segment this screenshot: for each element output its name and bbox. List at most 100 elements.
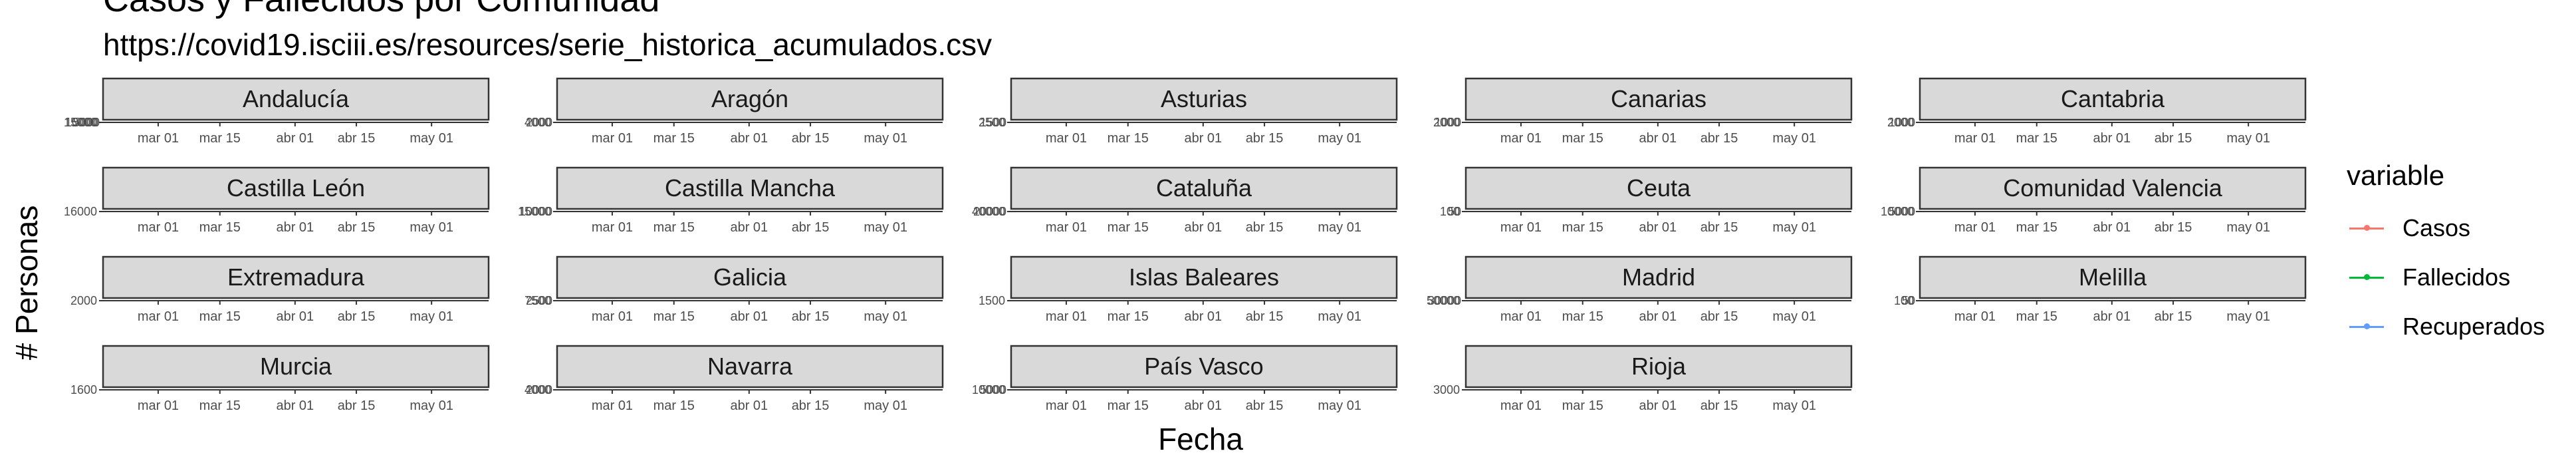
legend-item: Fallecidos xyxy=(2347,253,2545,302)
legend-key xyxy=(2347,257,2387,297)
x-tick-label: may 01 xyxy=(1772,220,1816,235)
facet-strip-label: Murcia xyxy=(260,353,332,380)
x-tick-label: abr 01 xyxy=(1184,309,1222,324)
x-tick-label: abr 01 xyxy=(2093,131,2131,146)
facet-strip-label: Madrid xyxy=(1622,263,1695,291)
x-tick-label: abr 15 xyxy=(1700,131,1738,146)
legend-item: Recuperados xyxy=(2347,302,2545,351)
facet-strip-label: Cataluña xyxy=(1156,174,1252,202)
x-tick-label: mar 15 xyxy=(1562,398,1603,413)
x-tick-label: mar 01 xyxy=(592,220,633,235)
x-tick-label: abr 15 xyxy=(792,131,830,146)
x-tick-label: mar 01 xyxy=(1954,220,1996,235)
facet-strip xyxy=(556,77,944,121)
y-tick-label: 10000 xyxy=(1881,205,1914,218)
x-tick-label: abr 15 xyxy=(1246,131,1284,146)
legend-label: Casos xyxy=(2402,214,2471,241)
x-tick-label: may 01 xyxy=(1318,309,1361,324)
x-tick-label: mar 15 xyxy=(1562,131,1603,146)
y-tick-label: 2000 xyxy=(526,383,552,396)
x-tick-label: mar 01 xyxy=(138,309,179,324)
x-tick-label: mar 15 xyxy=(2016,309,2057,324)
y-tick-label: 4000 xyxy=(525,383,551,396)
y-tick-label: 10000 xyxy=(972,383,1005,396)
facet-strip xyxy=(1919,255,2307,299)
facet-strip-label: Galicia xyxy=(713,263,787,291)
x-tick-label: abr 01 xyxy=(730,309,768,324)
x-axis-label: Fecha xyxy=(1158,422,1243,456)
y-tick-label: 100 xyxy=(1440,205,1460,218)
x-tick-label: may 01 xyxy=(2226,309,2270,324)
y-tick-label: 1500 xyxy=(980,116,1006,129)
x-tick-label: abr 15 xyxy=(792,309,830,324)
x-tick-label: mar 15 xyxy=(653,131,695,146)
facet-strip xyxy=(1010,345,1398,388)
x-tick-label: mar 15 xyxy=(2016,131,2057,146)
x-tick-label: abr 15 xyxy=(1246,309,1284,324)
x-tick-label: may 01 xyxy=(864,398,907,413)
facet-strip-label: Extremadura xyxy=(227,263,365,291)
legend-key xyxy=(2347,307,2387,347)
x-tick-label: may 01 xyxy=(1772,131,1816,146)
x-tick-label: abr 01 xyxy=(276,398,314,413)
facet-strip xyxy=(556,166,944,210)
facet-strip-label: Castilla Mancha xyxy=(665,174,836,202)
facet-strip xyxy=(1010,77,1398,121)
x-tick-label: may 01 xyxy=(1318,398,1361,413)
y-tick-label: 5000 xyxy=(73,116,100,129)
legend: variable Casos Fallecidos Recuperados xyxy=(2347,160,2545,351)
y-tick-label: 3000 xyxy=(1433,383,1460,396)
x-tick-label: mar 01 xyxy=(1954,309,1996,324)
x-tick-label: mar 15 xyxy=(653,398,695,413)
x-tick-label: may 01 xyxy=(410,131,453,146)
facet-strip xyxy=(102,166,490,210)
y-tick-label: 16000 xyxy=(64,205,97,218)
facet-strip xyxy=(556,255,944,299)
y-tick-label: 20000 xyxy=(973,205,1006,218)
x-tick-label: mar 15 xyxy=(2016,220,2057,235)
x-tick-label: abr 01 xyxy=(730,131,768,146)
x-tick-label: may 01 xyxy=(1318,220,1361,235)
facet-strip-label: Castilla León xyxy=(227,174,365,202)
y-tick-label: 4000 xyxy=(525,116,551,129)
facet-strip-label: Asturias xyxy=(1161,85,1247,112)
chart-subtitle: https://covid19.isciii.es/resources/seri… xyxy=(103,27,993,62)
x-tick-label: abr 01 xyxy=(1639,309,1677,324)
x-tick-label: abr 15 xyxy=(338,220,376,235)
facet-strip-label: Andalucía xyxy=(243,85,350,112)
x-tick-label: mar 01 xyxy=(1954,131,1996,146)
x-tick-label: mar 01 xyxy=(138,398,179,413)
facet-strip xyxy=(1464,77,1853,121)
x-tick-label: abr 15 xyxy=(792,220,830,235)
x-tick-label: mar 01 xyxy=(138,131,179,146)
facet-strip xyxy=(1010,255,1398,299)
x-tick-label: abr 15 xyxy=(338,398,376,413)
x-tick-label: mar 01 xyxy=(1046,131,1087,146)
y-tick-label: 1000 xyxy=(1889,116,1915,129)
facet-strip-label: Islas Baleares xyxy=(1129,263,1279,291)
x-tick-label: abr 15 xyxy=(1246,398,1284,413)
x-tick-label: abr 01 xyxy=(1639,220,1677,235)
y-tick-label: 7500 xyxy=(525,294,551,307)
x-tick-label: abr 15 xyxy=(338,309,376,324)
legend-title: variable xyxy=(2347,160,2445,191)
y-tick-label: 30000 xyxy=(1428,294,1461,307)
y-tick-label: 2000 xyxy=(70,294,97,307)
x-tick-label: may 01 xyxy=(864,220,907,235)
facet-strip-label: Aragón xyxy=(711,85,788,112)
x-tick-label: abr 15 xyxy=(2155,131,2192,146)
x-tick-label: may 01 xyxy=(410,398,453,413)
x-tick-label: mar 01 xyxy=(1046,220,1087,235)
y-tick-label: 10000 xyxy=(519,205,552,218)
facet-strip xyxy=(1464,255,1853,299)
y-tick-label: 1500 xyxy=(979,294,1005,307)
x-tick-label: mar 01 xyxy=(1046,309,1087,324)
facet-strip xyxy=(102,345,490,388)
facet-strip-label: Melilla xyxy=(2079,263,2147,291)
legend-key xyxy=(2347,208,2387,248)
x-tick-label: may 01 xyxy=(864,309,907,324)
y-tick-label: 50 xyxy=(1448,205,1461,218)
x-tick-label: abr 01 xyxy=(730,220,768,235)
y-tick-label: 5000 xyxy=(980,383,1006,396)
x-tick-label: abr 15 xyxy=(2155,220,2192,235)
